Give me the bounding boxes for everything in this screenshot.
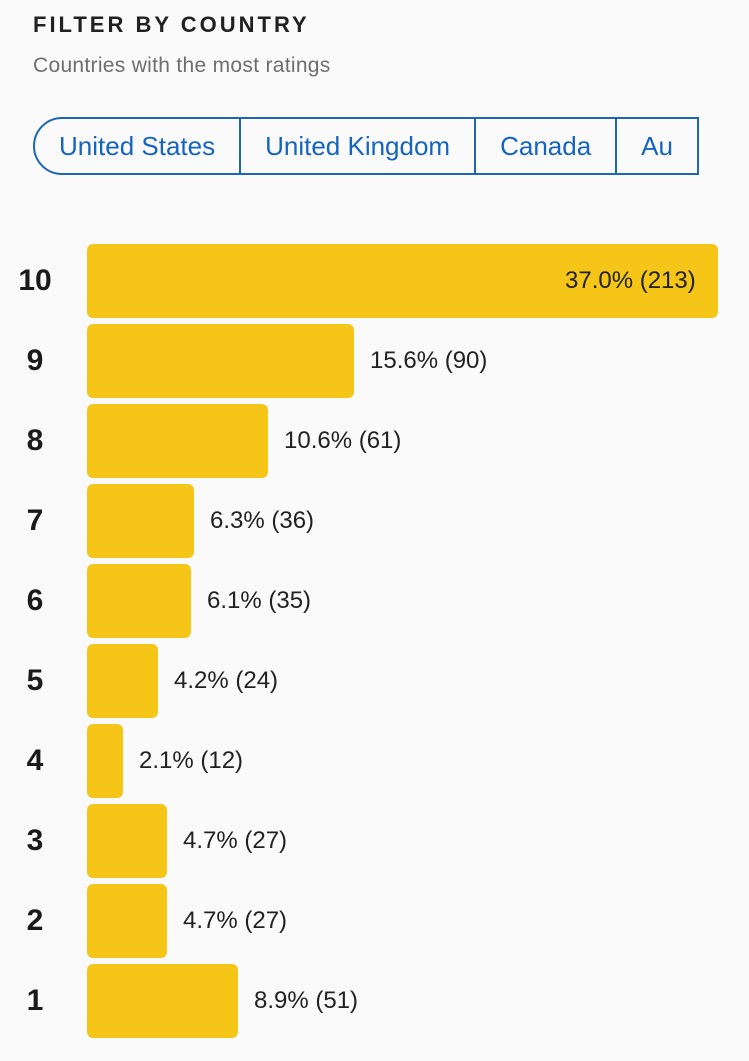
country-chip-united-states[interactable]: United States — [33, 117, 242, 175]
section-title: FILTER BY COUNTRY — [33, 12, 310, 37]
rating-row-2: 2 4.7% (27) — [0, 884, 749, 958]
rating-bar — [87, 404, 268, 478]
rating-row-8: 8 10.6% (61) — [0, 404, 749, 478]
rating-bar — [87, 724, 123, 798]
rating-label: 7 — [26, 504, 44, 537]
rating-row-6: 6 6.1% (35) — [0, 564, 749, 638]
rating-value-label: 4.7% (27) — [183, 827, 288, 854]
rating-label: 5 — [26, 664, 44, 697]
rating-label: 4 — [26, 744, 44, 777]
rating-bar — [87, 484, 194, 558]
country-chip-canada[interactable]: Canada — [476, 117, 618, 175]
country-chip-united-kingdom[interactable]: United Kingdom — [241, 117, 477, 175]
rating-label: 2 — [26, 904, 44, 937]
country-chip-australia[interactable]: Au — [617, 117, 699, 175]
rating-label: 6 — [26, 584, 44, 617]
country-filter-bar[interactable]: United States United Kingdom Canada Au — [33, 117, 718, 175]
country-chip-row: United States United Kingdom Canada Au — [33, 117, 718, 175]
rating-bar — [87, 884, 167, 958]
rating-label: 8 — [26, 424, 44, 457]
rating-bar — [87, 804, 167, 878]
rating-row-9: 9 15.6% (90) — [0, 324, 749, 398]
rating-bar — [87, 564, 191, 638]
rating-label: 9 — [26, 344, 44, 377]
rating-label: 3 — [26, 824, 44, 857]
rating-value-label: 4.2% (24) — [174, 667, 279, 694]
rating-value-label: 6.3% (36) — [210, 507, 315, 534]
rating-row-7: 7 6.3% (36) — [0, 484, 749, 558]
rating-bar — [87, 964, 238, 1038]
rating-row-4: 4 2.1% (12) — [0, 724, 749, 798]
rating-value-label: 4.7% (27) — [183, 907, 288, 934]
rating-value-label: 37.0% (213) — [565, 267, 696, 294]
rating-value-label: 10.6% (61) — [284, 427, 402, 454]
ratings-bar-chart: 10 37.0% (213) 9 15.6% (90) 8 10.6% (61) 7 6.3%… — [0, 244, 749, 1044]
rating-row-10: 10 37.0% (213) — [0, 244, 749, 318]
rating-value-label: 15.6% (90) — [370, 347, 488, 374]
rating-row-5: 5 4.2% (24) — [0, 644, 749, 718]
rating-value-label: 8.9% (51) — [254, 987, 359, 1014]
rating-value-label: 6.1% (35) — [207, 587, 312, 614]
rating-bar — [87, 644, 158, 718]
rating-bar — [87, 244, 718, 318]
rating-row-1: 1 8.9% (51) — [0, 964, 749, 1038]
rating-value-label: 2.1% (12) — [139, 747, 244, 774]
rating-bar — [87, 324, 354, 398]
rating-label: 1 — [26, 984, 44, 1017]
rating-row-3: 3 4.7% (27) — [0, 804, 749, 878]
section-subtitle: Countries with the most ratings — [33, 54, 331, 77]
rating-label: 10 — [18, 264, 52, 297]
